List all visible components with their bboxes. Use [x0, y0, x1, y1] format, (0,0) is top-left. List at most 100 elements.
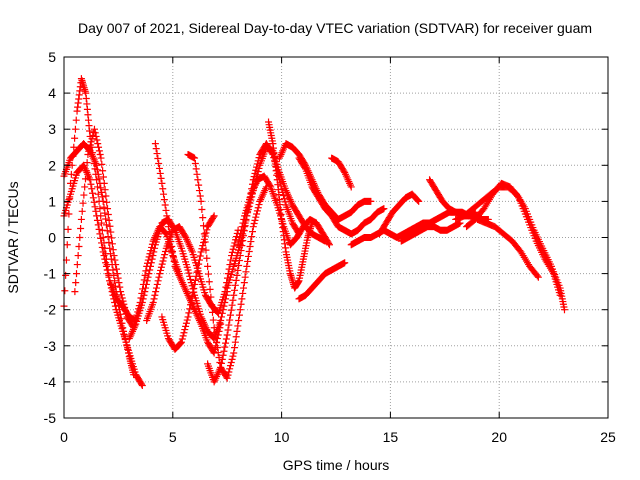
- data-point: [191, 276, 199, 284]
- data-point: [252, 213, 260, 221]
- data-point: [116, 310, 124, 318]
- data-point: [143, 277, 151, 285]
- data-point: [235, 311, 243, 319]
- y-tick-label: -2: [44, 302, 57, 318]
- data-point: [94, 221, 102, 229]
- series-prn-track-t: [426, 176, 492, 223]
- data-point: [210, 212, 218, 220]
- data-point: [142, 284, 150, 292]
- data-point: [202, 246, 210, 254]
- series-prn-track-a: [60, 75, 146, 390]
- data-point: [186, 275, 194, 283]
- data-point: [308, 219, 316, 227]
- series-prn-track-g: [143, 223, 242, 325]
- data-point: [225, 321, 233, 329]
- data-point: [235, 261, 243, 269]
- data-point: [112, 261, 120, 269]
- data-point: [103, 227, 111, 235]
- data-point: [184, 266, 192, 274]
- data-point: [117, 291, 125, 299]
- data-point: [152, 288, 160, 296]
- data-point: [161, 247, 169, 255]
- data-point: [93, 216, 101, 224]
- data-point: [138, 382, 146, 390]
- data-point: [118, 319, 126, 327]
- data-point: [87, 138, 95, 146]
- data-point: [86, 141, 94, 149]
- data-point: [200, 222, 208, 230]
- data-point: [149, 298, 157, 306]
- data-point: [234, 266, 242, 274]
- data-point: [97, 234, 105, 242]
- series-prn-track-x: [473, 215, 542, 281]
- data-point: [199, 214, 207, 222]
- data-point: [64, 225, 72, 233]
- data-point: [229, 352, 237, 360]
- data-point: [88, 135, 96, 143]
- data-point: [210, 324, 218, 332]
- data-point: [71, 125, 79, 133]
- data-point: [112, 265, 120, 273]
- data-point: [104, 205, 112, 213]
- data-point: [149, 252, 157, 260]
- data-point: [107, 228, 115, 236]
- series-prn-track-m: [265, 118, 316, 292]
- data-point: [201, 238, 209, 246]
- data-point: [119, 297, 127, 305]
- data-point: [169, 252, 177, 260]
- data-point: [255, 201, 263, 209]
- data-point: [193, 268, 201, 276]
- data-point: [254, 168, 262, 176]
- data-point: [102, 259, 110, 267]
- data-point: [155, 159, 163, 167]
- data-point: [94, 170, 102, 178]
- series-prn-track-p: [295, 259, 349, 303]
- data-point: [153, 280, 161, 288]
- data-point: [148, 243, 156, 251]
- data-point: [230, 291, 238, 299]
- data-point: [160, 196, 168, 204]
- data-point: [122, 310, 130, 318]
- data-point: [83, 159, 91, 167]
- series-prn-track-l: [234, 172, 333, 249]
- data-point: [184, 313, 192, 321]
- data-point: [108, 240, 116, 248]
- data-point: [95, 143, 103, 151]
- data-point: [95, 147, 103, 155]
- data-point: [80, 191, 88, 199]
- data-point: [239, 219, 247, 227]
- data-point: [151, 291, 159, 299]
- data-point: [183, 316, 191, 324]
- y-tick-label: 0: [48, 230, 56, 246]
- data-point: [147, 259, 155, 267]
- data-point: [194, 176, 202, 184]
- data-point: [227, 358, 235, 366]
- data-point: [340, 167, 348, 175]
- data-point: [98, 239, 106, 247]
- data-point: [106, 244, 114, 252]
- data-point: [96, 150, 104, 158]
- data-point: [220, 302, 228, 310]
- data-point: [242, 268, 250, 276]
- data-point: [104, 270, 112, 278]
- data-point: [226, 261, 234, 269]
- data-point: [86, 144, 94, 152]
- data-point: [195, 260, 203, 268]
- data-point: [556, 291, 564, 299]
- x-axis-label: GPS time / hours: [283, 457, 390, 473]
- data-point: [199, 242, 207, 250]
- data-point: [157, 263, 165, 271]
- data-point: [113, 270, 121, 278]
- data-point: [341, 259, 349, 267]
- data-point: [189, 289, 197, 297]
- data-point: [75, 243, 83, 251]
- data-point: [120, 327, 128, 335]
- data-point: [92, 207, 100, 215]
- data-point: [123, 342, 131, 350]
- data-point: [240, 215, 248, 223]
- data-point: [139, 295, 147, 303]
- data-point: [240, 284, 248, 292]
- series-prn-track-f: [151, 140, 225, 357]
- data-point: [226, 316, 234, 324]
